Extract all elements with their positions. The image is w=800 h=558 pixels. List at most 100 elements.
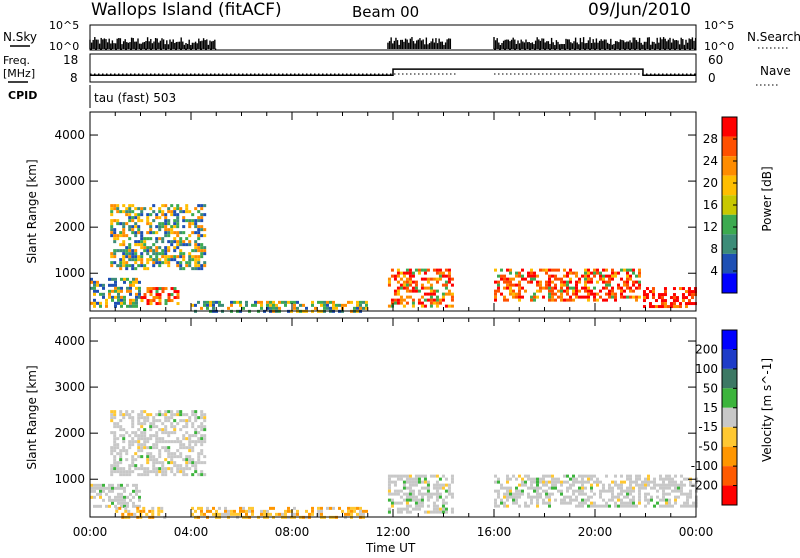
echo-cell: [167, 452, 171, 456]
velocity-colorbar-tick-label: 50: [703, 381, 718, 395]
echo-cell: [113, 219, 117, 223]
echo-cell: [143, 428, 147, 432]
echo-cell: [317, 509, 320, 513]
echo-cell: [135, 280, 138, 284]
echo-cell: [512, 289, 515, 293]
echo-cell: [500, 486, 503, 490]
echo-cell: [200, 213, 204, 217]
echo-cell: [209, 303, 212, 307]
echo-cell: [116, 249, 120, 253]
echo-cell: [417, 501, 421, 505]
echo-cell: [191, 267, 195, 271]
echo-cell: [420, 495, 424, 499]
echo-cell: [638, 268, 641, 272]
echo-cell: [353, 506, 356, 510]
echo-cell: [509, 486, 512, 490]
echo-cell: [629, 295, 632, 299]
echo-cell: [635, 480, 638, 484]
echo-cell: [450, 507, 454, 511]
echo-cell: [131, 204, 135, 208]
echo-cell: [176, 243, 180, 247]
echo-cell: [608, 498, 611, 502]
echo-cell: [113, 461, 117, 465]
echo-cell: [152, 204, 156, 208]
echo-cell: [408, 289, 412, 293]
echo-cell: [405, 504, 409, 508]
echo-cell: [423, 292, 427, 296]
echo-cell: [518, 280, 521, 284]
echo-cell: [551, 274, 554, 278]
echo-cell: [674, 501, 677, 505]
echo-cell: [134, 440, 138, 444]
echo-cell: [299, 303, 302, 307]
echo-cell: [393, 298, 397, 302]
echo-cell: [155, 252, 159, 256]
echo-cell: [110, 470, 114, 474]
echo-cell: [581, 492, 584, 496]
echo-cell: [266, 509, 269, 513]
echo-cell: [188, 458, 192, 462]
echo-cell: [185, 455, 189, 459]
echo-cell: [122, 222, 126, 226]
echo-cell: [665, 501, 668, 505]
echo-cell: [503, 492, 506, 496]
echo-cell: [182, 219, 186, 223]
echo-cell: [197, 431, 201, 435]
echo-cell: [155, 473, 159, 477]
echo-cell: [420, 486, 424, 490]
echo-cell: [578, 489, 581, 493]
echo-cell: [131, 252, 135, 256]
echo-cell: [438, 268, 442, 272]
echo-cell: [575, 286, 578, 290]
echo-cell: [152, 249, 156, 253]
echo-cell: [684, 296, 688, 300]
echo-cell: [605, 268, 608, 272]
echo-cell: [494, 480, 497, 484]
echo-cell: [155, 434, 159, 438]
echo-cell: [227, 306, 230, 310]
echo-cell: [230, 509, 233, 513]
echo-cell: [120, 483, 123, 487]
echo-cell: [548, 283, 551, 287]
echo-cell: [515, 274, 518, 278]
velocity-heatmap: [90, 318, 698, 519]
echo-cell: [188, 252, 192, 256]
echo-cell: [551, 477, 554, 481]
echo-cell: [690, 293, 694, 297]
nave-label: Nave: [760, 64, 791, 78]
echo-cell: [123, 301, 126, 305]
echo-cell: [497, 283, 500, 287]
echo-cell: [581, 501, 584, 505]
echo-cell: [521, 277, 524, 281]
echo-cell: [575, 498, 578, 502]
echo-cell: [693, 290, 697, 294]
echo-cell: [668, 486, 671, 490]
echo-cell: [140, 252, 144, 256]
echo-cell: [405, 480, 409, 484]
echo-cell: [587, 480, 590, 484]
echo-cell: [251, 512, 254, 516]
echo-cell: [170, 470, 174, 474]
echo-cell: [530, 277, 533, 281]
echo-cell: [648, 302, 652, 306]
echo-cell: [125, 264, 129, 268]
echo-cell: [173, 287, 177, 291]
echo-cell: [131, 267, 135, 271]
echo-cell: [111, 486, 114, 490]
echo-cell: [188, 449, 192, 453]
echo-cell: [396, 501, 400, 505]
echo-cell: [176, 293, 180, 297]
echo-cell: [155, 231, 159, 235]
echo-cell: [506, 486, 509, 490]
velocity-colorbar-swatch: [722, 407, 737, 428]
echo-cell: [113, 416, 117, 420]
echo-cell: [396, 268, 400, 272]
echo-cell: [126, 504, 129, 508]
echo-cell: [417, 271, 421, 275]
echo-cell: [182, 231, 186, 235]
echo-cell: [402, 298, 406, 302]
echo-cell: [212, 303, 215, 307]
echo-cell: [170, 299, 174, 303]
echo-cell: [509, 286, 512, 290]
cpid-text: tau (fast) 503: [94, 91, 176, 105]
